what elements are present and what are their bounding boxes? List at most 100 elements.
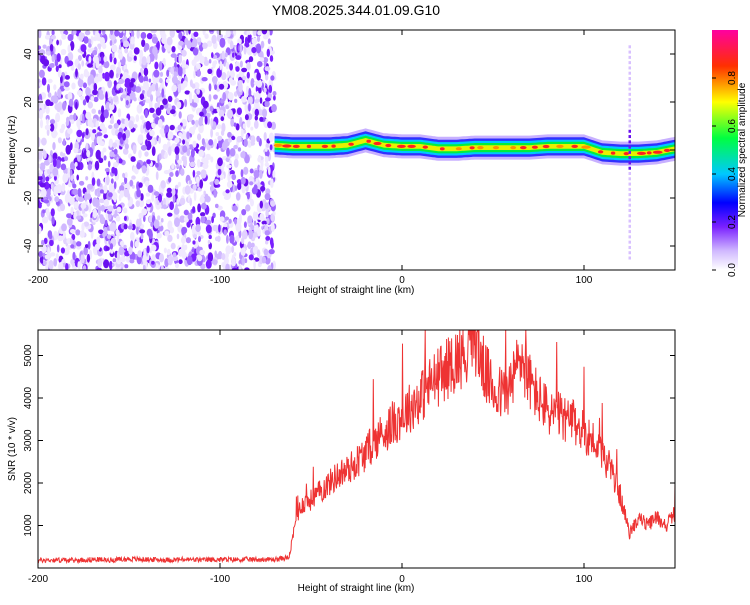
noise-speckle [123,215,127,221]
noise-speckle [236,192,241,201]
noise-speckle [61,123,66,131]
noise-speckle [93,136,97,147]
noise-speckle [257,155,262,163]
noise-speckle [264,193,271,201]
noise-speckle [66,218,73,226]
noise-speckle [201,202,207,210]
noise-speckle [203,59,209,66]
noise-speckle [122,148,129,155]
noise-speckle [70,40,75,51]
noise-speckle [47,169,51,175]
noise-speckle [136,218,140,227]
snr-x-ticks: -200 -100 0 100 [28,330,593,585]
noise-speckle [67,60,74,67]
noise-speckle [46,118,49,126]
noise-speckle [100,204,105,212]
noise-speckle [196,88,201,95]
noise-speckle [128,246,133,255]
artefact-mark [628,55,631,59]
ridge-core [331,144,336,148]
noise-speckle [219,216,225,222]
ridge-core [292,144,300,148]
noise-speckle [177,124,182,131]
noise-speckle [82,213,88,218]
noise-speckle [159,78,163,84]
artefact-mark [628,145,631,149]
noise-speckle [208,83,212,92]
noise-speckle [41,239,45,246]
noise-speckle [252,30,257,37]
noise-speckle [166,107,171,115]
noise-speckle [136,104,143,114]
noise-speckle [186,131,190,140]
noise-speckle [178,31,183,40]
noise-speckle [179,197,186,206]
noise-speckle [76,241,82,247]
noise-speckle [68,196,75,205]
noise-speckle [269,30,273,36]
noise-speckle [146,32,153,40]
noise-speckle [98,109,102,115]
noise-speckle [109,53,113,63]
snr-y-tick-label: 2000 [23,471,34,494]
noise-speckle [187,212,193,220]
noise-speckle [202,30,206,36]
noise-speckle [171,75,178,84]
noise-speckle [169,30,175,38]
ridge-core [663,148,671,152]
artefact-mark [628,98,631,102]
noise-speckle [130,78,136,83]
noise-speckle [93,83,98,92]
noise-speckle [55,253,59,261]
noise-speckle [247,34,251,44]
noise-speckle [51,34,56,40]
noise-speckle [45,190,51,198]
noise-speckle [96,132,103,137]
noise-speckle [214,178,220,185]
noise-speckle [58,64,62,69]
noise-speckle [109,69,114,79]
noise-speckle [42,216,49,224]
noise-speckle [43,59,50,67]
noise-speckle [60,163,67,171]
noise-speckle [151,122,156,129]
noise-speckle [130,231,135,241]
noise-speckle [268,92,272,99]
noise-speckle [137,134,144,144]
noise-speckle [48,154,52,163]
noise-speckle [87,163,93,171]
noise-speckle [86,95,90,103]
noise-speckle [206,106,211,113]
noise-speckle [230,79,237,86]
artefact-mark [628,135,631,139]
noise-speckle [167,131,174,140]
noise-speckle [43,159,51,166]
noise-speckle [246,45,253,56]
noise-speckle [100,37,105,46]
noise-speckle [246,71,250,79]
noise-speckle [243,166,249,175]
figure-title: YM08.2025.344.01.09.G10 [272,2,440,18]
noise-speckle [80,203,87,210]
noise-speckle [57,101,63,111]
noise-speckle [259,57,265,62]
noise-speckle [151,138,155,148]
noise-speckle [184,99,188,108]
noise-speckle [210,128,214,138]
noise-speckle [240,176,246,185]
noise-speckle [199,196,205,204]
noise-speckle [38,45,42,50]
noise-speckle [267,265,272,270]
noise-speckle [103,60,110,69]
noise-speckle [64,75,70,80]
noise-speckle [144,109,149,119]
noise-speckle [86,193,92,200]
noise-speckle [265,236,271,241]
noise-speckle [103,226,108,237]
noise-speckle [167,255,173,266]
noise-speckle [38,30,42,39]
noise-speckle [198,117,203,127]
noise-speckle [92,50,98,56]
noise-speckle [135,114,140,122]
noise-speckle [175,170,179,178]
